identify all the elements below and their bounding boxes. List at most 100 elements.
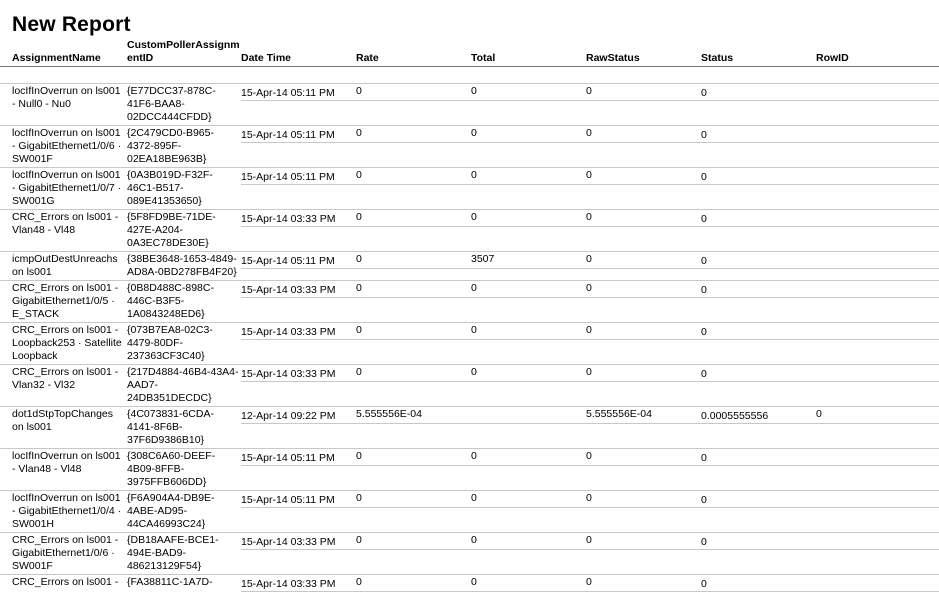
table-row: dot1dStpTopChanges on ls001 {4C073831-6CD… <box>0 406 939 448</box>
cell-assignment-name: locIfInOverrun on ls001 - Null0 - Nu0 <box>12 85 121 110</box>
cell-raw-status: 0 <box>586 324 592 336</box>
cell-rate: 0 <box>356 211 362 223</box>
column-header-custom-poller-assignment-id: CustomPollerAssignmentID <box>127 39 240 64</box>
cell-assignment-id: {2C479CD0-B965-4372-895F-02EA18BE963B} <box>127 127 214 165</box>
cell-assignment-id: {0A3B019D-F32F-46C1-B517-089E41353650} <box>127 169 213 207</box>
cell-raw-status: 0 <box>586 253 592 265</box>
cell-raw-status: 0 <box>586 211 592 223</box>
cell-total: 0 <box>471 366 477 378</box>
cell-date-time: 15-Apr-14 05:11 PM <box>241 255 335 267</box>
column-header-row-id: RowID <box>816 52 849 64</box>
cell-date-time: 15-Apr-14 03:33 PM <box>241 213 336 225</box>
cell-assignment-name: locIfInOverrun on ls001 - GigabitEtherne… <box>12 492 122 530</box>
report-table-body: locIfInOverrun on ls001 - Null0 - Nu0 {E7… <box>0 83 939 592</box>
cell-rate: 0 <box>356 253 362 265</box>
cell-status: 0 <box>701 368 707 380</box>
row-divider <box>241 226 939 227</box>
cell-assignment-id: {F6A904A4-DB9E-4ABE-AD95-44CA46993C24} <box>127 492 215 530</box>
cell-assignment-name: CRC_Errors on ls001 - Loopback253 · Sate… <box>12 324 122 362</box>
cell-assignment-name: dot1dStpTopChanges on ls001 <box>12 408 113 433</box>
cell-assignment-name: CRC_Errors on ls001 - Vlan32 - Vl32 <box>12 366 119 391</box>
cell-total: 0 <box>471 492 477 504</box>
cell-rate: 0 <box>356 282 362 294</box>
cell-status: 0 <box>701 213 707 225</box>
cell-status: 0 <box>701 326 707 338</box>
table-row: icmpOutDestUnreachs on ls001 {38BE3648-16… <box>0 251 939 280</box>
cell-status: 0 <box>701 452 707 464</box>
cell-rate: 0 <box>356 127 362 139</box>
cell-status: 0 <box>701 255 707 267</box>
row-divider <box>241 423 939 424</box>
cell-date-time: 15-Apr-14 05:11 PM <box>241 87 335 99</box>
cell-rate: 0 <box>356 169 362 181</box>
report-title: New Report <box>12 13 131 36</box>
cell-total: 0 <box>471 211 477 223</box>
cell-assignment-id: {E77DCC37-878C-41F6-BAA8-02DCC444CFDD} <box>127 85 216 123</box>
cell-assignment-name: icmpOutDestUnreachs on ls001 <box>12 253 118 278</box>
row-divider <box>241 268 939 269</box>
column-header-raw-status: RawStatus <box>586 52 640 64</box>
table-row: locIfInOverrun on ls001 - Null0 - Nu0 {E7… <box>0 83 939 125</box>
cell-date-time: 12-Apr-14 09:22 PM <box>241 410 336 422</box>
cell-rate: 0 <box>356 324 362 336</box>
cell-rate: 0 <box>356 85 362 97</box>
cell-status: 0 <box>701 129 707 141</box>
cell-date-time: 15-Apr-14 05:11 PM <box>241 452 335 464</box>
cell-assignment-name: locIfInOverrun on ls001 - GigabitEtherne… <box>12 169 122 207</box>
cell-date-time: 15-Apr-14 03:33 PM <box>241 326 336 338</box>
cell-assignment-id: {217D4884-46B4-43A4-AAD7-24DB351DECDC} <box>127 366 239 404</box>
cell-raw-status: 0 <box>586 282 592 294</box>
cell-assignment-name: CRC_Errors on ls001 - <box>12 576 119 588</box>
cell-status: 0 <box>701 87 707 99</box>
row-divider <box>241 507 939 508</box>
cell-assignment-id: {4C073831-6CDA-4141-8F6B-37F6D9386B10} <box>127 408 214 446</box>
cell-assignment-id: {5F8FD9BE-71DE-427E-A204-0A3EC78DE30E} <box>127 211 216 249</box>
column-header-total: Total <box>471 52 496 64</box>
row-divider <box>241 465 939 466</box>
table-row: CRC_Errors on ls001 - GigabitEthernet1/0… <box>0 532 939 574</box>
cell-assignment-name: CRC_Errors on ls001 - GigabitEthernet1/0… <box>12 282 119 320</box>
cell-rate: 5.555556E-04 <box>356 408 422 420</box>
cell-rate: 0 <box>356 576 362 588</box>
cell-raw-status: 0 <box>586 169 592 181</box>
cell-status: 0 <box>701 171 707 183</box>
cell-total: 0 <box>471 450 477 462</box>
table-row: CRC_Errors on ls001 - Vlan32 - Vl32 {217D… <box>0 364 939 406</box>
row-divider <box>241 549 939 550</box>
cell-raw-status: 0 <box>586 492 592 504</box>
table-row: CRC_Errors on ls001 - {FA38811C-1A7D- 15-A… <box>0 574 939 592</box>
cell-status: 0 <box>701 284 707 296</box>
cell-assignment-id: {DB18AAFE-BCE1-494E-BAD9-486213129F54} <box>127 534 219 572</box>
table-row: CRC_Errors on ls001 - GigabitEthernet1/0… <box>0 280 939 322</box>
cell-assignment-id: {38BE3648-1653-4849-AD8A-0BD278FB4F20} <box>127 253 237 278</box>
cell-raw-status: 0 <box>586 576 592 588</box>
row-divider <box>241 381 939 382</box>
cell-assignment-name: CRC_Errors on ls001 - Vlan48 - Vl48 <box>12 211 119 236</box>
table-row: CRC_Errors on ls001 - Loopback253 · Sate… <box>0 322 939 364</box>
table-row: locIfInOverrun on ls001 - Vlan48 - Vl48{… <box>0 448 939 490</box>
row-divider <box>241 339 939 340</box>
cell-total: 0 <box>471 576 477 588</box>
cell-assignment-id: {308C6A60-DEEF-4B09-8FFB-3975FFB606DD} <box>127 450 216 488</box>
cell-assignment-id: {0B8D488C-898C-446C-B3F5-1A0843248ED6} <box>127 282 214 320</box>
column-header-rate: Rate <box>356 52 379 64</box>
table-row: CRC_Errors on ls001 - Vlan48 - Vl48 {5F8F… <box>0 209 939 251</box>
cell-status: 0 <box>701 536 707 548</box>
cell-raw-status: 0 <box>586 127 592 139</box>
cell-rate: 0 <box>356 534 362 546</box>
column-header-assignment-name: AssignmentName <box>12 52 101 64</box>
cell-status: 0.0005555556 <box>701 410 769 422</box>
cell-date-time: 15-Apr-14 03:33 PM <box>241 284 336 296</box>
cell-raw-status: 5.555556E-04 <box>586 408 652 420</box>
row-divider <box>241 100 939 101</box>
cell-date-time: 15-Apr-14 05:11 PM <box>241 129 335 141</box>
cell-total: 0 <box>471 534 477 546</box>
cell-assignment-name: locIfInOverrun on ls001 - Vlan48 - Vl48 <box>12 450 121 475</box>
row-divider <box>241 142 939 143</box>
row-divider <box>241 591 939 592</box>
table-row: locIfInOverrun on ls001 - GigabitEtherne… <box>0 167 939 209</box>
cell-rate: 0 <box>356 366 362 378</box>
table-row: locIfInOverrun on ls001 - GigabitEtherne… <box>0 490 939 532</box>
cell-total: 0 <box>471 324 477 336</box>
cell-total: 0 <box>471 127 477 139</box>
